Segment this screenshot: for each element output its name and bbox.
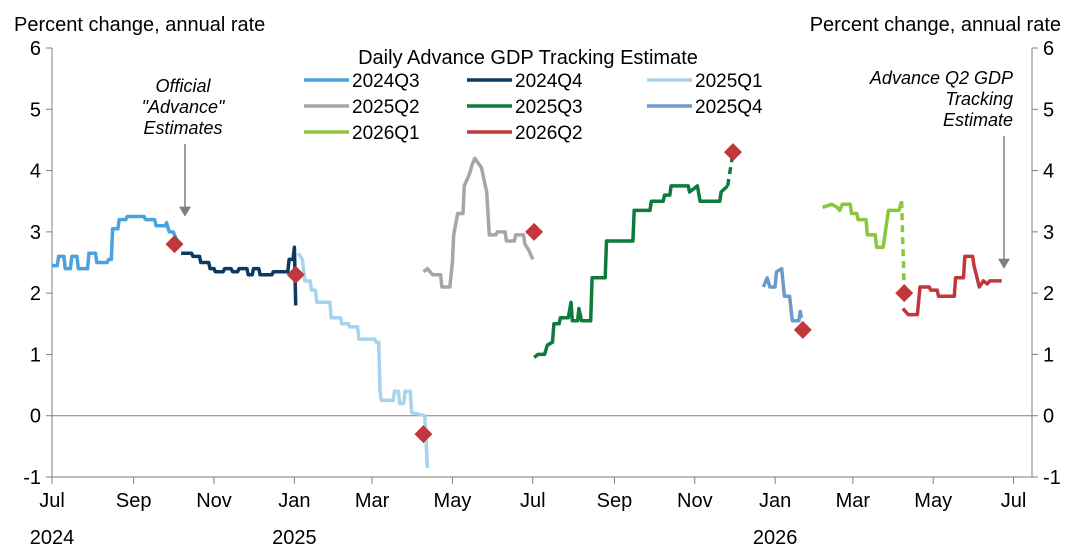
series-line-2024Q4 <box>181 245 298 306</box>
y-tick-label-left: 2 <box>30 283 41 305</box>
x-tick-label: Jul <box>1001 490 1027 512</box>
series-line-2026Q1 <box>822 200 904 249</box>
x-tick-label: Mar <box>836 490 871 512</box>
x-tick-label: Nov <box>677 490 713 512</box>
x-tick-label: Jul <box>520 490 546 512</box>
x-tick-label: Jan <box>759 490 791 512</box>
axes: -1 -1 0 0 1 1 2 2 3 3 4 4 5 5 6 6 Jul 2024 Sep Nov Jan 2025 Ma… <box>23 38 1061 549</box>
y-tick-label-left: 3 <box>30 222 41 244</box>
legend-label-2026Q2: 2026Q2 <box>515 123 583 144</box>
legend-label-2024Q3: 2024Q3 <box>352 71 420 92</box>
annotation-line: "Advance" <box>142 97 226 117</box>
annotation-line: Advance Q2 GDP <box>869 68 1013 88</box>
annotations: Official "Advance" Estimates Advance Q2 GDP… <box>142 68 1013 269</box>
y-tick-label-right: 1 <box>1043 344 1054 366</box>
y-tick-label-right: 0 <box>1043 406 1054 428</box>
series-line-2025Q2 <box>422 156 535 289</box>
annotation-arrowhead <box>998 258 1010 269</box>
legend-label-2025Q4: 2025Q4 <box>695 97 763 118</box>
annotation-arrowhead <box>179 206 191 217</box>
y-axis-title-left: Percent change, annual rate <box>14 14 265 36</box>
chart-title: Daily Advance GDP Tracking Estimate <box>358 47 698 69</box>
advance-estimate-marker <box>895 284 914 303</box>
legend-label-2025Q2: 2025Q2 <box>352 97 420 118</box>
y-tick-label-right: 4 <box>1043 161 1054 183</box>
x-tick-label: Mar <box>355 490 390 512</box>
x-year-label: 2026 <box>753 527 798 549</box>
x-tick-label: Jul <box>39 490 65 512</box>
annotation-line: Estimates <box>143 118 222 138</box>
annotation-line: Estimate <box>943 110 1013 130</box>
legend-label-2025Q3: 2025Q3 <box>515 97 583 118</box>
legend-label-2024Q4: 2024Q4 <box>515 71 583 92</box>
advance-estimate-marker <box>165 235 184 254</box>
series-line-2024Q3 <box>52 214 181 271</box>
legend-label-2025Q1: 2025Q1 <box>695 71 763 92</box>
y-axis-title-right: Percent change, annual rate <box>810 14 1061 36</box>
y-tick-label-left: -1 <box>23 467 41 489</box>
y-tick-label-right: 5 <box>1043 99 1054 121</box>
x-tick-label: Sep <box>116 490 152 512</box>
series-group <box>52 151 1002 468</box>
advance-estimate-marker <box>793 320 812 339</box>
y-tick-label-right: -1 <box>1043 467 1061 489</box>
annotation-line: Official <box>155 76 211 96</box>
advance-estimate-marker <box>723 143 742 162</box>
y-tick-label-left: 1 <box>30 344 41 366</box>
x-tick-label: May <box>434 490 472 512</box>
series-line-2025Q3 <box>533 184 729 359</box>
x-year-label: 2025 <box>272 527 317 549</box>
advance-estimate-marker <box>525 222 544 241</box>
series-line-2026Q2 <box>901 254 1002 317</box>
legend: 2024Q3 2024Q4 2025Q1 2025Q2 2025Q3 2025Q4 2026… <box>304 71 763 144</box>
y-tick-label-left: 6 <box>30 38 41 60</box>
y-tick-label-right: 6 <box>1043 38 1054 60</box>
x-tick-label: Jan <box>278 490 310 512</box>
x-tick-label: Nov <box>196 490 232 512</box>
annotation-text: Advance Q2 GDP Tracking Estimate <box>869 68 1013 130</box>
x-year-label: 2024 <box>30 527 75 549</box>
y-tick-label-right: 2 <box>1043 283 1054 305</box>
dashed-segment-2026Q1 <box>899 201 906 291</box>
y-tick-label-right: 3 <box>1043 222 1054 244</box>
advance-estimate-marker <box>414 425 433 444</box>
annotation-text: Official "Advance" Estimates <box>142 76 226 138</box>
series-line-2025Q4 <box>761 266 804 323</box>
series-line-2025Q1 <box>296 252 430 468</box>
x-tick-label: May <box>914 490 952 512</box>
advance-estimate-markers <box>165 143 914 444</box>
y-tick-label-left: 0 <box>30 406 41 428</box>
legend-label-2026Q1: 2026Q1 <box>352 123 420 144</box>
y-tick-label-left: 4 <box>30 161 41 183</box>
annotation-line: Tracking <box>945 89 1013 109</box>
y-tick-label-left: 5 <box>30 99 41 121</box>
x-tick-label: Sep <box>597 490 633 512</box>
advance-estimate-marker <box>286 265 305 284</box>
